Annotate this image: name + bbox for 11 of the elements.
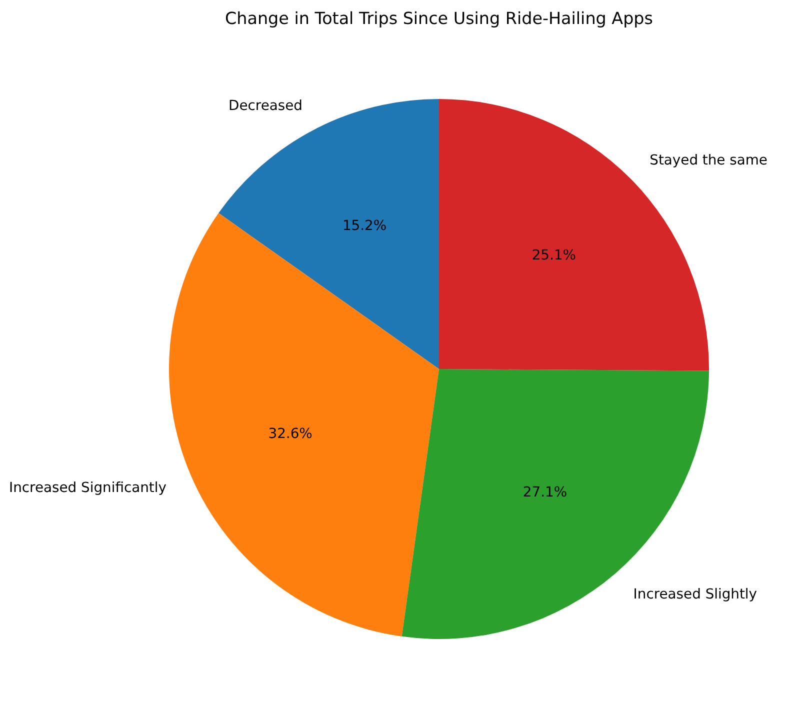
- pie-slice: [169, 213, 439, 636]
- data-label: 25.1%: [532, 248, 576, 264]
- slice-label: Increased Significantly: [9, 480, 166, 496]
- slice-label: Stayed the same: [650, 152, 768, 169]
- data-label: 15.2%: [342, 218, 387, 234]
- data-label: 32.6%: [268, 426, 312, 442]
- pie-slice: [218, 99, 439, 369]
- slice-label: Decreased: [228, 98, 303, 114]
- data-label: 27.1%: [522, 484, 568, 500]
- chart-title: Change in Total Trips Since Using Ride-Hailing Apps: [225, 8, 653, 28]
- slice-label: Increased Slightly: [633, 586, 758, 602]
